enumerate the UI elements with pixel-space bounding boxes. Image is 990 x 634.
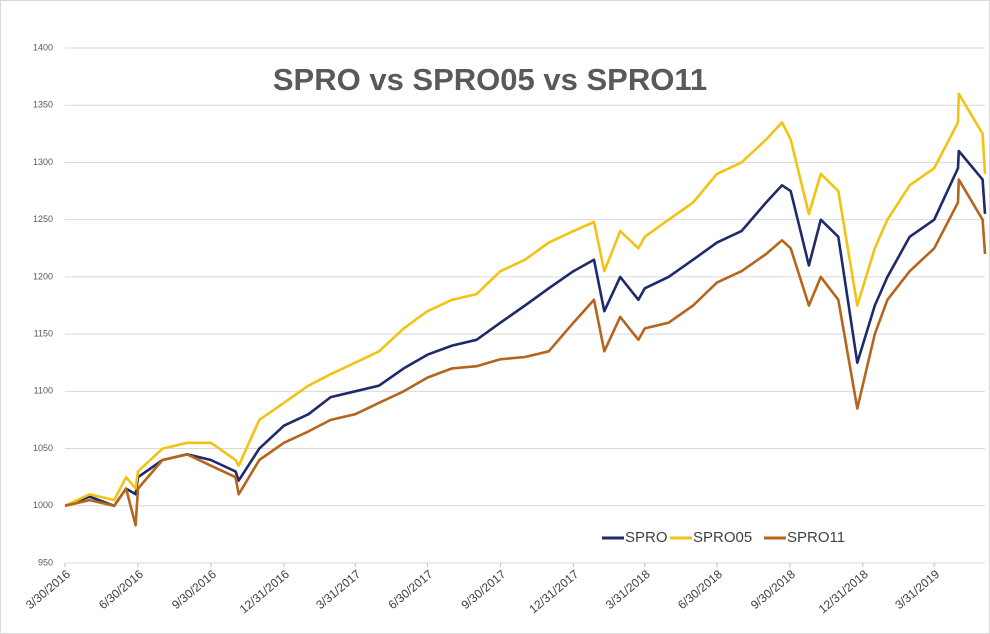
y-tick-label: 1250: [33, 214, 53, 224]
y-tick-label: 1000: [33, 500, 53, 510]
legend-label: SPRO11: [787, 529, 845, 546]
y-tick-label: 1350: [33, 100, 53, 110]
y-tick-label: 1100: [34, 386, 53, 396]
y-tick-label: 1400: [33, 42, 53, 52]
y-tick-label: 1050: [33, 443, 53, 453]
legend-label: SPRO: [625, 529, 668, 546]
series-line: [64, 178, 987, 527]
chart-title: SPRO vs SPRO05 vs SPRO11: [273, 62, 707, 97]
series-line: [64, 149, 987, 508]
y-tick-label: 1150: [34, 328, 53, 338]
legend-label: SPRO05: [693, 529, 752, 546]
y-tick-label: 1300: [33, 157, 53, 167]
series-line: [64, 92, 987, 507]
y-tick-label: 950: [38, 557, 53, 567]
y-tick-label: 1200: [33, 271, 53, 281]
